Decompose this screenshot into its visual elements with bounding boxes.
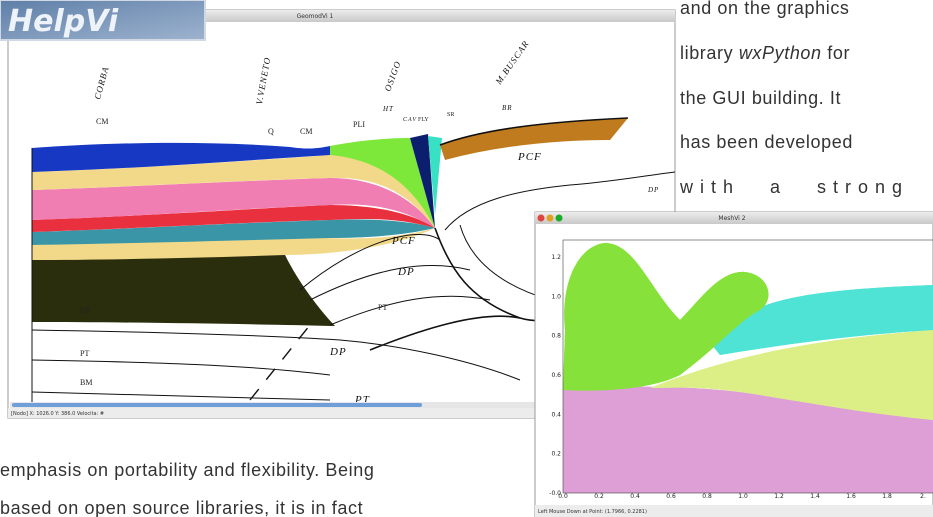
window-title: GeomodVi 1 [297,13,334,20]
minimize-button[interactable] [546,214,554,222]
contacts [31,117,676,405]
text-span: and on the graphics [680,0,850,18]
unit-label: PT [378,303,387,312]
line [31,359,331,376]
x-tick-label: 1.8 [882,493,892,500]
status-bar [8,408,675,418]
x-tick-label: 0.4 [630,493,640,500]
unit-label: BR [502,104,513,112]
unit-label: PLI [353,120,365,129]
layer [32,219,435,245]
status-text: [Nodo] X: 1026.0 Y: 386.0 Velocita: # [11,411,104,417]
text-line: library wxPython for [680,43,850,63]
layer [410,134,435,228]
bottom-paragraph: emphasis on portability and flexibility.… [0,460,374,517]
line [309,264,471,301]
y-tick-label: 0.2 [551,451,561,458]
title-bar [535,212,933,224]
unit-label: FLY [418,117,429,123]
unit-label: HT [382,105,394,113]
right-paragraph: and on the graphics library wxPython for… [679,0,909,197]
unit-label: CM [96,117,108,126]
y-tick-label: -0.0 [549,490,561,497]
text-span: for [822,43,850,63]
line [329,295,491,326]
logo: HelpVi [0,0,206,41]
x-tick-label: 2. [920,493,926,500]
y-tick-label: 0.6 [551,372,561,379]
logo-box [0,0,206,41]
x-tick-label: 0.2 [594,493,604,500]
unit-label: CAV [403,117,417,123]
close-button[interactable] [537,214,545,222]
x-tick-label: 0.0 [558,493,568,500]
layer [32,178,435,228]
zoom-button[interactable] [555,214,563,222]
text-span: has been developed [680,132,853,152]
cross-section [31,117,676,405]
text-line: emphasis on portability and flexibility.… [0,460,374,480]
status-bar [535,505,933,517]
layer [32,142,330,172]
unit-label: Q [268,127,274,136]
layer [32,154,435,228]
unit-label: DP [80,306,91,315]
line [444,171,676,231]
unit-label: PT [80,349,89,358]
line [299,233,441,291]
line [249,324,311,401]
text-line: and on the graphics [680,0,850,18]
text-span: with a strong [679,177,909,197]
layer [32,255,335,326]
text-line: the GUI building. It [680,88,841,108]
x-tick-label: 1.2 [774,493,784,500]
text-span: library [680,43,739,63]
plot-frame [562,239,933,494]
mesh-window: MeshVi 2 1.2 1.0 0.8 0.6 0.4 0.2 -0.00.0 0.2 0.4… [534,211,933,517]
unit-label: CM [300,127,312,136]
x-tick-label: 1.4 [810,493,820,500]
unit-label: DP [329,346,347,358]
unit-label: PCF [517,151,542,163]
unit-label: DP [647,186,659,194]
layer [330,138,435,228]
x-tick-label: 0.6 [666,493,676,500]
line [31,391,331,401]
line [369,315,521,351]
y-tick-label: 1.2 [551,254,561,261]
text-span: the GUI building. It [680,88,841,108]
logo-text: HelpVi [8,4,119,39]
y-tick-label: 0.4 [551,411,561,418]
status-text: Left Mouse Down at Point: (1.7966, 0.228… [538,509,647,515]
layer [32,205,435,232]
scrollbar-thumb[interactable] [12,403,422,407]
mesh [563,243,933,493]
y-tick-label: 1.0 [551,293,561,300]
layer [32,228,435,260]
text-line: based on open source libraries, it is in… [0,498,363,517]
line [31,329,521,381]
layer [428,136,442,215]
x-tick-label: 1.6 [846,493,856,500]
x-tick-label: 1.0 [738,493,748,500]
line [439,117,629,146]
unit-label: SR [447,112,454,118]
text-span: wxPython [739,43,822,63]
unit-label: BM [80,378,92,387]
x-tick-label: 0.8 [702,493,712,500]
unit-label: PCF [391,235,416,247]
unit-label: DP [397,266,415,278]
text-line: with a strong [679,177,909,197]
window-title: MeshVi 2 [718,215,745,222]
mesh-ticks: 1.2 1.0 0.8 0.6 0.4 0.2 -0.00.0 0.2 0.4 0.6 0.8 1.0… [549,254,926,500]
line [459,224,551,301]
y-tick-label: 0.8 [551,333,561,340]
text-line: has been developed [680,132,853,152]
layer [440,118,628,160]
